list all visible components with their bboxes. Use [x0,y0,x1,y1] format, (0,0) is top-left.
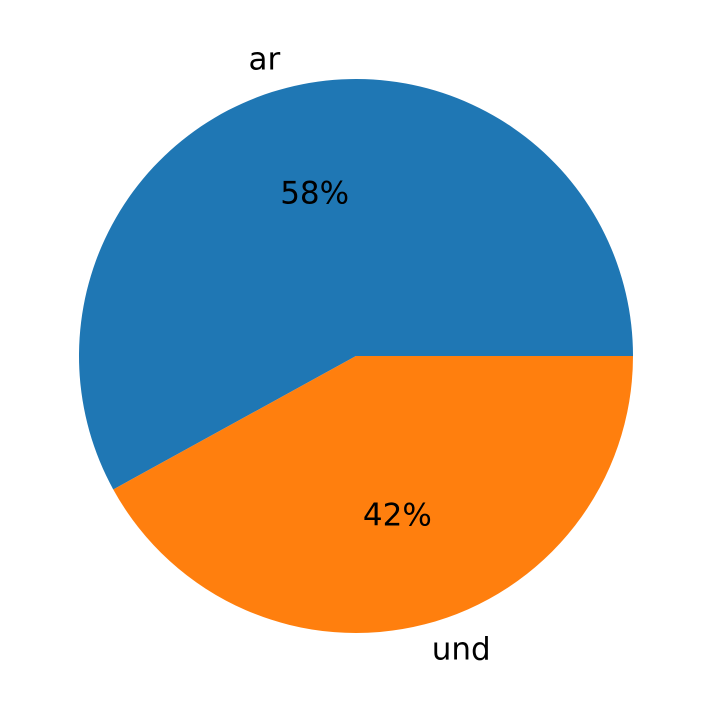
percent-label: 58% [280,176,349,212]
pie-wedge [78,78,633,490]
percent-label: 42% [363,497,432,533]
category-label: ar [248,41,280,77]
pie-wedge [113,356,633,633]
category-label: und [432,632,491,668]
